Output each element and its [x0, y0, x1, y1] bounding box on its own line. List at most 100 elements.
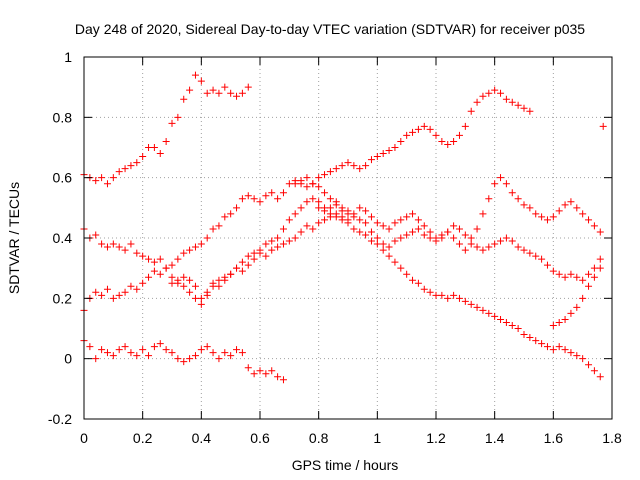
data-point — [191, 352, 199, 360]
y-tick-label: 0.6 — [53, 170, 73, 186]
y-tick-labels: -0.2 0 0.2 0.4 0.6 0.8 1 — [48, 49, 72, 427]
data-point — [567, 198, 575, 206]
data-point — [268, 367, 276, 375]
data-point — [491, 240, 499, 248]
data-point — [543, 343, 551, 351]
data-point — [233, 204, 241, 212]
data-point — [461, 297, 469, 305]
data-point — [373, 219, 381, 227]
data-point — [420, 222, 428, 230]
data-point — [350, 225, 358, 233]
data-point — [191, 294, 199, 302]
data-point — [432, 237, 440, 245]
x-tick-label: 1.2 — [426, 430, 446, 446]
data-point — [414, 216, 422, 224]
data-point — [379, 150, 387, 158]
data-point — [174, 255, 182, 263]
data-point — [461, 246, 469, 254]
data-point — [215, 282, 223, 290]
data-point — [315, 198, 323, 206]
data-point — [426, 234, 434, 242]
data-point — [397, 137, 405, 145]
x-tick-label: 0.6 — [250, 430, 270, 446]
data-point — [326, 213, 334, 221]
data-point — [203, 89, 211, 97]
data-point — [227, 89, 235, 97]
data-point — [244, 252, 252, 260]
data-point — [455, 131, 463, 139]
data-point — [585, 361, 593, 369]
data-point — [127, 162, 135, 170]
data-point — [491, 312, 499, 320]
data-point — [297, 228, 305, 236]
data-point — [479, 92, 487, 100]
data-point — [538, 255, 546, 263]
data-point — [262, 370, 270, 378]
data-point — [555, 343, 563, 351]
data-point — [455, 240, 463, 248]
data-point — [133, 285, 141, 293]
data-point — [109, 352, 117, 360]
data-point — [403, 213, 411, 221]
data-point — [268, 189, 276, 197]
data-point — [139, 252, 147, 260]
data-point — [256, 367, 264, 375]
data-point — [221, 349, 229, 357]
data-point — [344, 210, 352, 218]
data-point — [497, 315, 505, 323]
data-point — [268, 237, 276, 245]
data-point — [590, 222, 598, 230]
x-tick-label: 1 — [373, 430, 381, 446]
data-point — [573, 303, 581, 311]
data-point — [549, 213, 557, 221]
data-point — [92, 355, 100, 363]
data-point — [203, 343, 211, 351]
data-point — [174, 276, 182, 284]
data-point — [532, 210, 540, 218]
data-point — [262, 240, 270, 248]
data-point — [191, 243, 199, 251]
data-point — [115, 168, 123, 176]
data-point — [244, 364, 252, 372]
data-point — [426, 125, 434, 133]
data-point — [455, 225, 463, 233]
data-point — [467, 234, 475, 242]
data-point — [350, 162, 358, 170]
data-point — [485, 243, 493, 251]
data-point — [180, 282, 188, 290]
data-point — [315, 204, 323, 212]
data-point — [573, 204, 581, 212]
data-point — [244, 192, 252, 200]
data-point — [315, 219, 323, 227]
data-point — [450, 137, 458, 145]
data-point — [473, 303, 481, 311]
data-point — [561, 315, 569, 323]
y-tick-label: 0.8 — [53, 109, 73, 125]
data-point — [279, 225, 287, 233]
data-point — [238, 89, 246, 97]
data-point — [103, 180, 111, 188]
data-point — [250, 249, 258, 257]
data-point — [520, 331, 528, 339]
data-point — [520, 201, 528, 209]
data-point — [473, 243, 481, 251]
data-point — [98, 174, 106, 182]
data-point — [326, 204, 334, 212]
data-point — [262, 252, 270, 260]
data-point — [221, 83, 229, 91]
chart-title: Day 248 of 2020, Sidereal Day-to-day VTE… — [75, 21, 585, 37]
data-point — [573, 273, 581, 281]
data-point — [491, 86, 499, 94]
data-point — [291, 210, 299, 218]
data-point — [326, 168, 334, 176]
data-point — [98, 346, 106, 354]
series-sat-f — [168, 204, 604, 302]
data-point — [321, 189, 329, 197]
data-point — [227, 270, 235, 278]
data-point — [291, 180, 299, 188]
data-point — [573, 352, 581, 360]
data-point — [139, 279, 147, 287]
data-point — [514, 195, 522, 203]
data-point — [444, 294, 452, 302]
data-point — [209, 349, 217, 357]
